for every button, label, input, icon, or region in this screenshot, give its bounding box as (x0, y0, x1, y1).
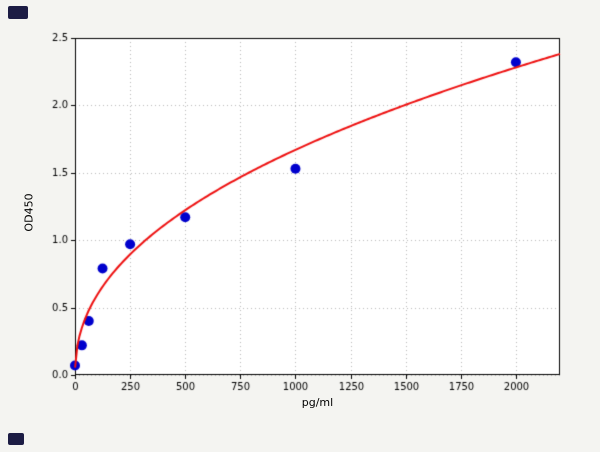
y-axis-label: OD450 (22, 193, 36, 232)
corner-artifact-bottom-left (8, 433, 24, 445)
corner-artifact-top-left (8, 6, 28, 19)
x-axis-label: pg/ml (301, 396, 334, 409)
